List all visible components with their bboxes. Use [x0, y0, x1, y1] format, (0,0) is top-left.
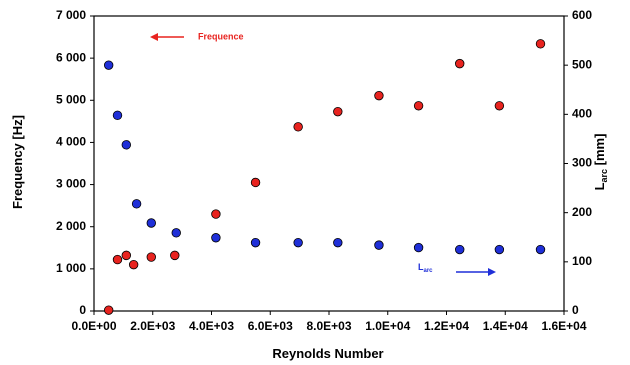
y-right-tick-label: 300 — [572, 156, 592, 170]
ticks: 0.0E+00 2.0E+03 4.0E+03 6.0E+03 8.0E+03 1.0E+… — [56, 8, 592, 333]
plot-frame — [93, 15, 565, 312]
frequency-point — [535, 39, 546, 49]
larc-point — [211, 233, 221, 243]
y-axis-right-title: Larc [mm] — [592, 134, 609, 191]
y-right-tick-label: 600 — [572, 8, 592, 22]
frequence-arrow-head — [150, 33, 158, 41]
larc-point — [535, 244, 546, 255]
frequency-point — [333, 106, 343, 117]
larc-point — [455, 244, 465, 255]
y-left-tick-label: 5 000 — [56, 92, 86, 106]
frequency-point — [293, 122, 303, 132]
larc-point — [413, 242, 424, 253]
y-left-tick-label: 3 000 — [56, 177, 86, 191]
frequency-point — [211, 209, 221, 219]
larc-point — [250, 237, 261, 248]
larc-point — [121, 140, 132, 150]
x-axis-title: Reynolds Number — [272, 346, 383, 361]
x-tick-label: 8.0E+03 — [306, 319, 351, 333]
larc-point — [131, 199, 142, 209]
frequency-point — [112, 254, 123, 265]
y-left-tick-label: 6 000 — [56, 50, 86, 64]
x-tick-label: 4.0E+03 — [189, 319, 234, 333]
y-left-tick-label: 0 — [79, 303, 86, 317]
larc-point — [293, 237, 303, 248]
data-points — [103, 39, 546, 315]
frequency-point — [146, 252, 156, 262]
y-axis-left-title: Frequency [Hz] — [10, 115, 25, 209]
larc-point — [494, 244, 505, 255]
axes — [93, 15, 565, 312]
x-tick-label: 1.6E+04 — [541, 319, 586, 333]
annotations: Frequence Larc — [150, 31, 496, 276]
y-right-tick-label: 200 — [572, 205, 592, 219]
frequency-point — [170, 250, 180, 261]
larc-point — [333, 237, 343, 248]
larc-point — [103, 60, 114, 70]
frequency-point — [374, 90, 384, 101]
larc-arrow-head — [488, 268, 496, 276]
x-tick-label: 0.0E+00 — [71, 319, 116, 333]
frequency-point — [455, 58, 465, 69]
frequency-point — [103, 305, 114, 315]
y-left-tick-label: 7 000 — [56, 8, 86, 22]
frequency-point — [250, 177, 261, 188]
larc-point — [374, 240, 384, 250]
y-right-tick-label: 0 — [572, 303, 579, 317]
frequency-point — [128, 259, 139, 270]
frequency-point — [121, 250, 132, 261]
y-right-tick-label: 100 — [572, 254, 592, 268]
frequency-point — [413, 101, 424, 111]
x-tick-label: 6.0E+03 — [248, 319, 293, 333]
larc-point — [112, 110, 123, 121]
x-tick-label: 1.2E+04 — [424, 319, 469, 333]
y-left-tick-label: 2 000 — [56, 219, 86, 233]
frequency-point — [494, 101, 505, 111]
x-tick-label: 2.0E+03 — [130, 319, 175, 333]
frequence-label: Frequence — [198, 31, 244, 41]
larc-label: Larc — [418, 262, 433, 273]
larc-point — [146, 218, 156, 228]
larc-point — [171, 228, 181, 238]
x-tick-label: 1.0E+04 — [365, 319, 410, 333]
y-right-tick-label: 500 — [572, 57, 592, 71]
y-left-tick-label: 1 000 — [56, 261, 86, 275]
y-right-tick-label: 400 — [572, 107, 592, 121]
y-left-tick-label: 4 000 — [56, 135, 86, 149]
x-tick-label: 1.4E+04 — [483, 319, 528, 333]
